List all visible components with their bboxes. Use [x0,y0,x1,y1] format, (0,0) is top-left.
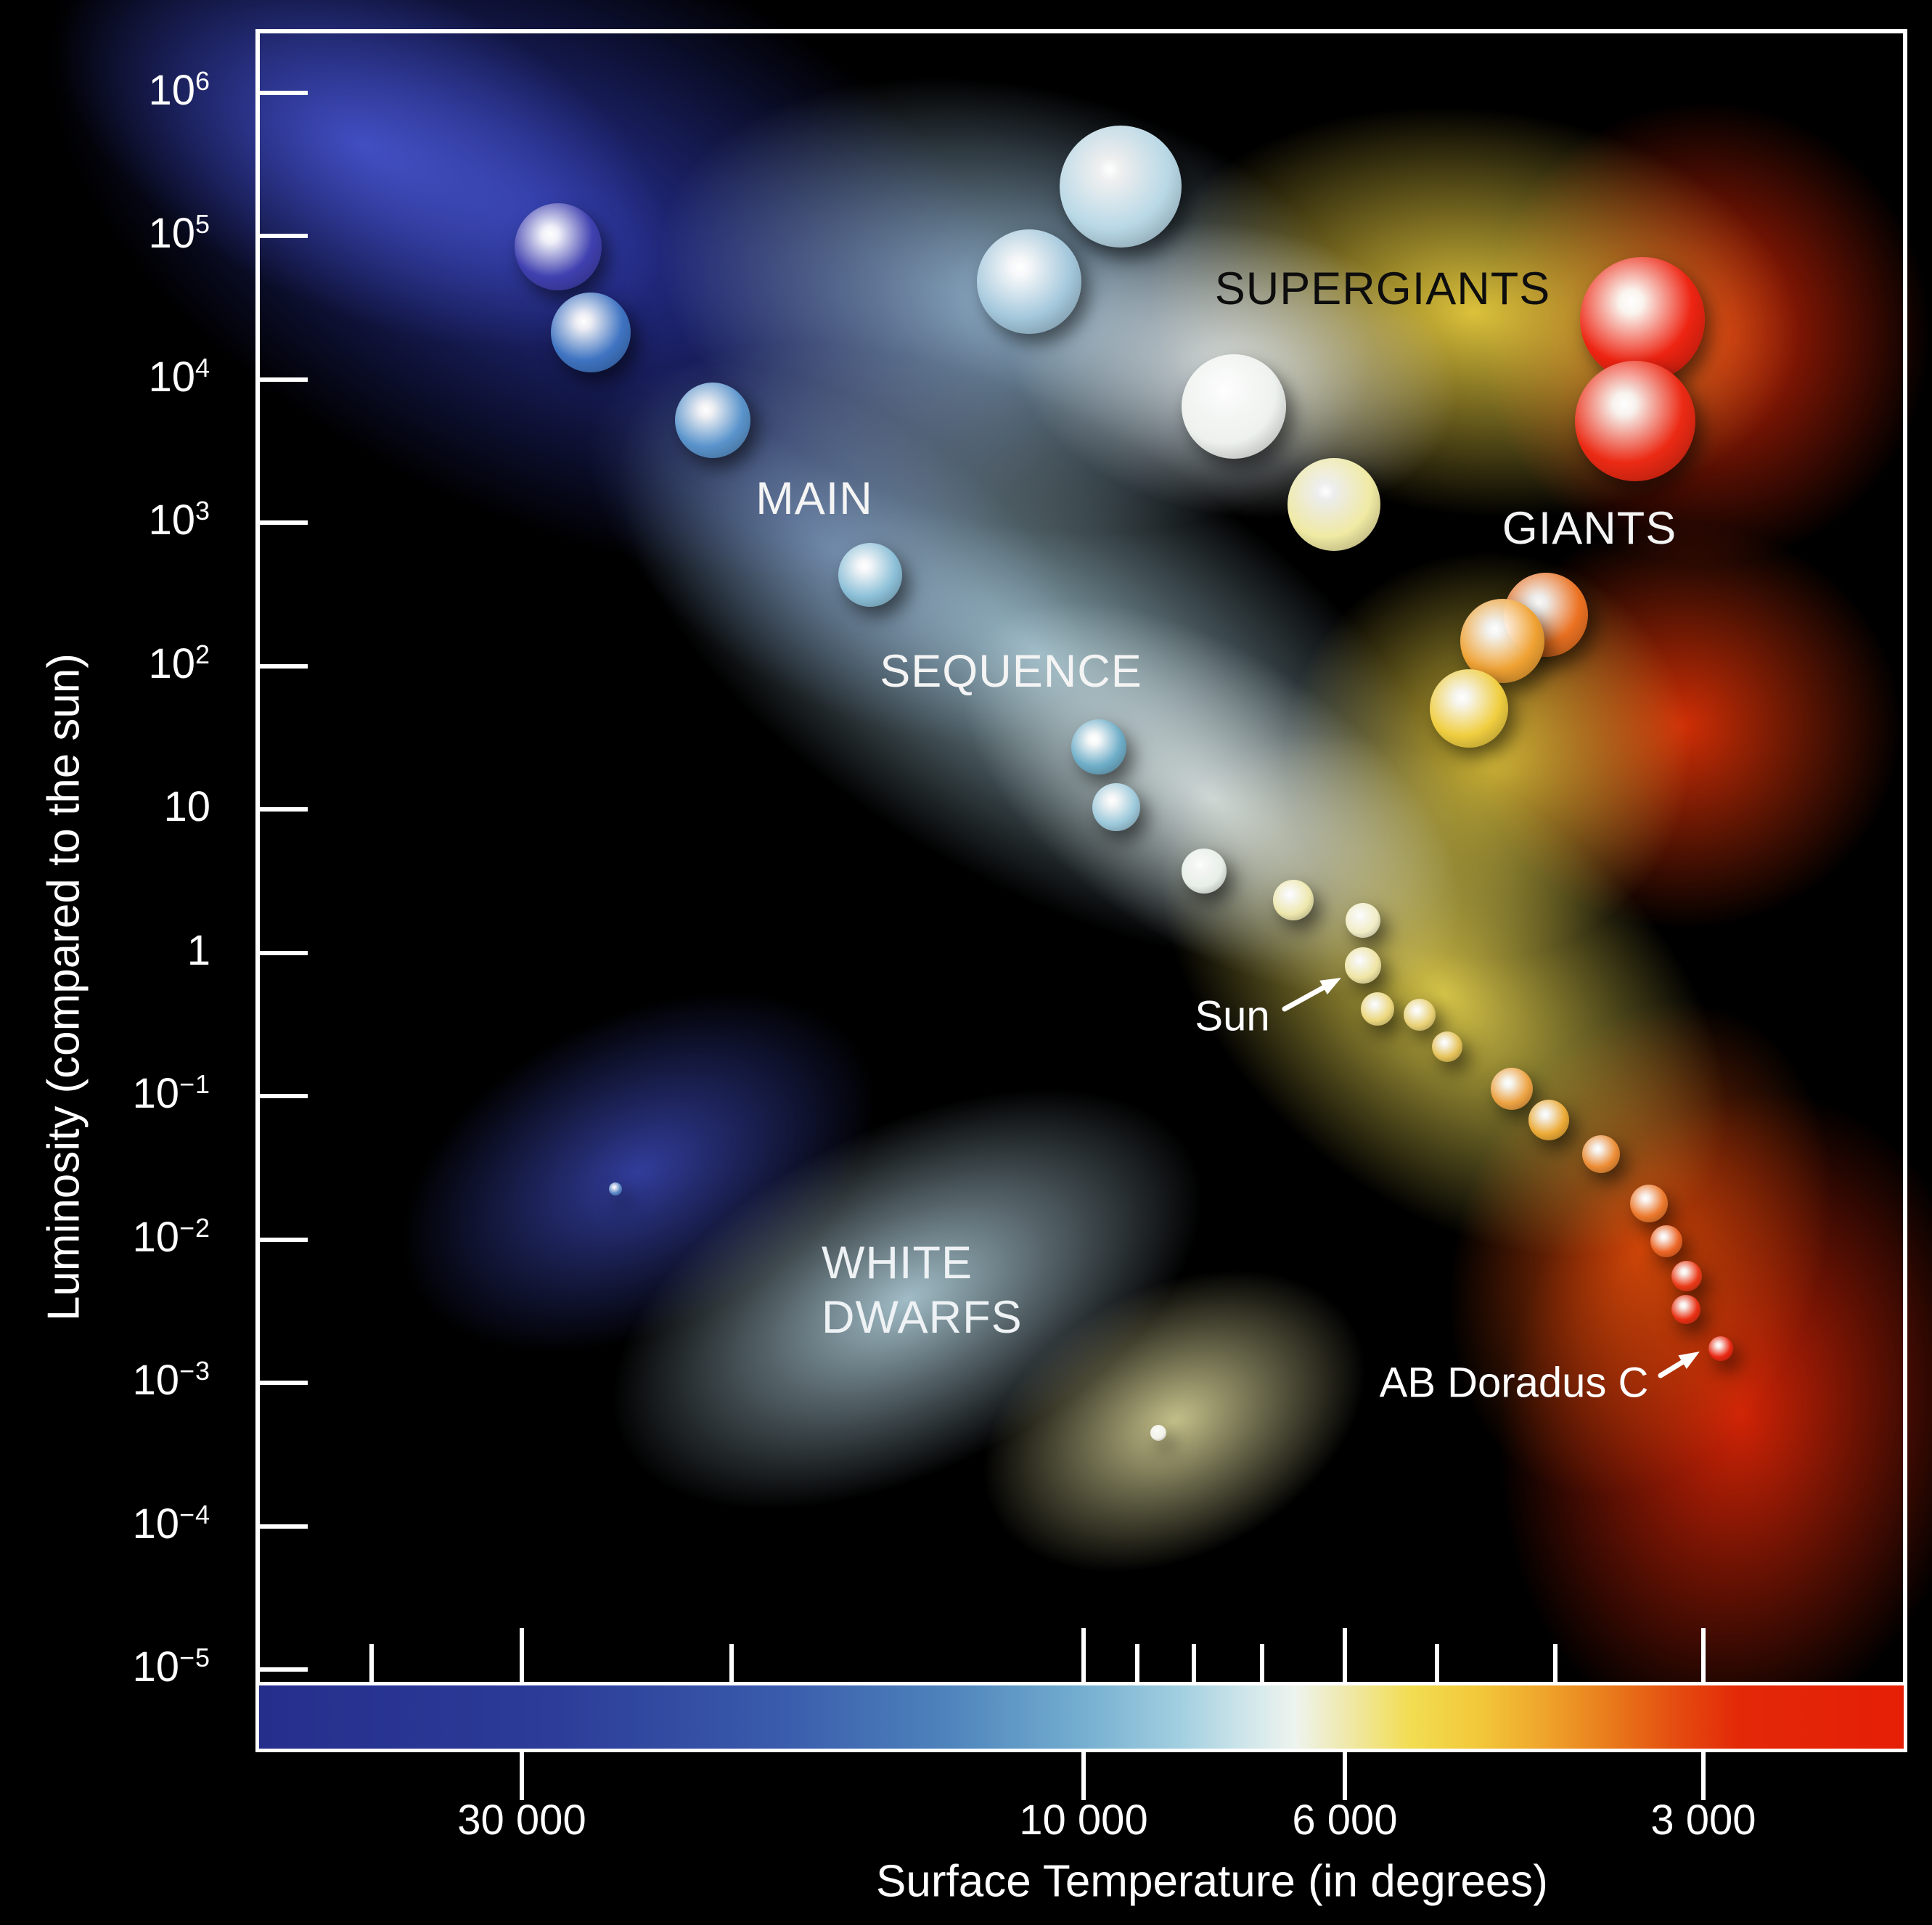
red-dwarf-star [1630,1185,1668,1222]
red-dwarf-star [1671,1295,1700,1324]
main-sequence-star [1432,1031,1462,1062]
y-axis-tick-label: 1 [187,927,210,974]
region-label-giants: GIANTS [1502,503,1677,554]
x-axis-minor-tick [1192,1644,1196,1682]
red-dwarf-star [1528,1100,1569,1140]
main-sequence-star [1404,999,1436,1031]
white-dwarf-star [1150,1425,1166,1441]
main-sequence-star [1182,849,1227,894]
y-axis-tick-label: 10−2 [132,1213,210,1261]
red-dwarf-star [1582,1135,1620,1173]
x-axis-major-tick-lower [1343,1752,1347,1800]
x-axis-tick-label: 30 000 [457,1797,586,1844]
x-axis-minor-tick [1260,1644,1264,1682]
supergiant-star [1182,354,1286,459]
y-axis-tick [255,1524,308,1529]
supergiant-star [1575,361,1695,481]
y-axis-tick [255,234,308,238]
x-axis-major-tick-lower [520,1752,524,1800]
x-axis-major-tick-lower [1081,1752,1086,1800]
supergiant-star [1060,126,1182,248]
x-axis-tick-label: 6 000 [1292,1797,1398,1844]
white-dwarf-star [609,1182,622,1196]
y-axis-tick-label: 10−1 [132,1069,210,1117]
x-axis-minor-tick [1553,1644,1558,1682]
x-axis-tick-label: 10 000 [1019,1797,1148,1844]
red-dwarf-star [1650,1225,1682,1257]
main-sequence-star [838,543,902,607]
y-axis-tick-label: 102 [148,639,210,687]
region-label-white: WHITE [822,1238,973,1288]
plot-left-border [255,29,260,1682]
red-dwarf-star [1491,1068,1533,1110]
plot-top-border [255,29,1907,33]
y-axis-tick-label: 10−4 [132,1500,210,1548]
y-axis-tick-label: 10−5 [132,1643,210,1691]
plot-right-border [1903,29,1907,1682]
giant-star [1460,599,1544,683]
y-axis-tick [255,1667,308,1672]
main-sequence-star [1092,783,1140,831]
main-sequence-star [515,203,602,290]
y-axis-tick [255,1238,308,1242]
y-axis-tick [255,91,308,95]
y-axis-tick [255,377,308,382]
y-axis-tick-label: 105 [148,209,210,257]
main-sequence-star [551,293,631,372]
x-axis-minor-tick [729,1644,734,1682]
x-axis-major-tick-upper [520,1628,524,1682]
main-sequence-star [1361,992,1394,1026]
y-axis-tick-label: 10 [163,783,210,830]
supergiant-star [977,229,1081,334]
giant-star [1430,669,1508,748]
x-axis-title: Surface Temperature (in degrees) [876,1856,1548,1907]
y-axis-tick-label: 103 [148,496,210,544]
region-label-main: MAIN [756,473,873,524]
region-label-dwarfs: DWARFS [822,1292,1023,1343]
sun-star [1345,947,1381,984]
temperature-colorbar [255,1682,1907,1752]
y-axis-tick [255,951,308,955]
x-axis-tick-label: 3 000 [1650,1797,1756,1844]
annotation-ab-doradus-c: AB Doradus C [1379,1359,1649,1407]
x-axis-major-tick-upper [1081,1628,1086,1682]
y-axis-tick-label: 10−3 [132,1356,210,1404]
y-axis-tick [255,664,308,669]
main-sequence-star [675,383,750,458]
main-sequence-star [1071,719,1126,775]
y-axis-tick [255,1381,308,1385]
y-axis-tick [255,520,308,525]
x-axis-minor-tick [1135,1644,1139,1682]
red-dwarf-star [1671,1261,1702,1291]
y-axis-tick [255,1094,308,1098]
x-axis-major-tick-lower [1701,1752,1706,1800]
x-axis-major-tick-upper [1701,1628,1706,1682]
x-axis-major-tick-upper [1343,1628,1347,1682]
y-axis-tick-label: 104 [148,353,210,401]
main-sequence-star [1273,880,1314,920]
x-axis-minor-tick [1435,1644,1439,1682]
x-axis-minor-tick [369,1644,374,1682]
main-sequence-star [1346,903,1380,938]
y-axis-tick-label: 106 [148,66,210,114]
region-label-sequence: SEQUENCE [880,646,1142,697]
region-label-supergiants: SUPERGIANTS [1214,263,1551,314]
y-axis-tick [255,807,308,812]
ab-doradus-c-star [1708,1336,1733,1361]
supergiant-star [1288,458,1380,551]
annotation-sun: Sun [1195,992,1270,1040]
